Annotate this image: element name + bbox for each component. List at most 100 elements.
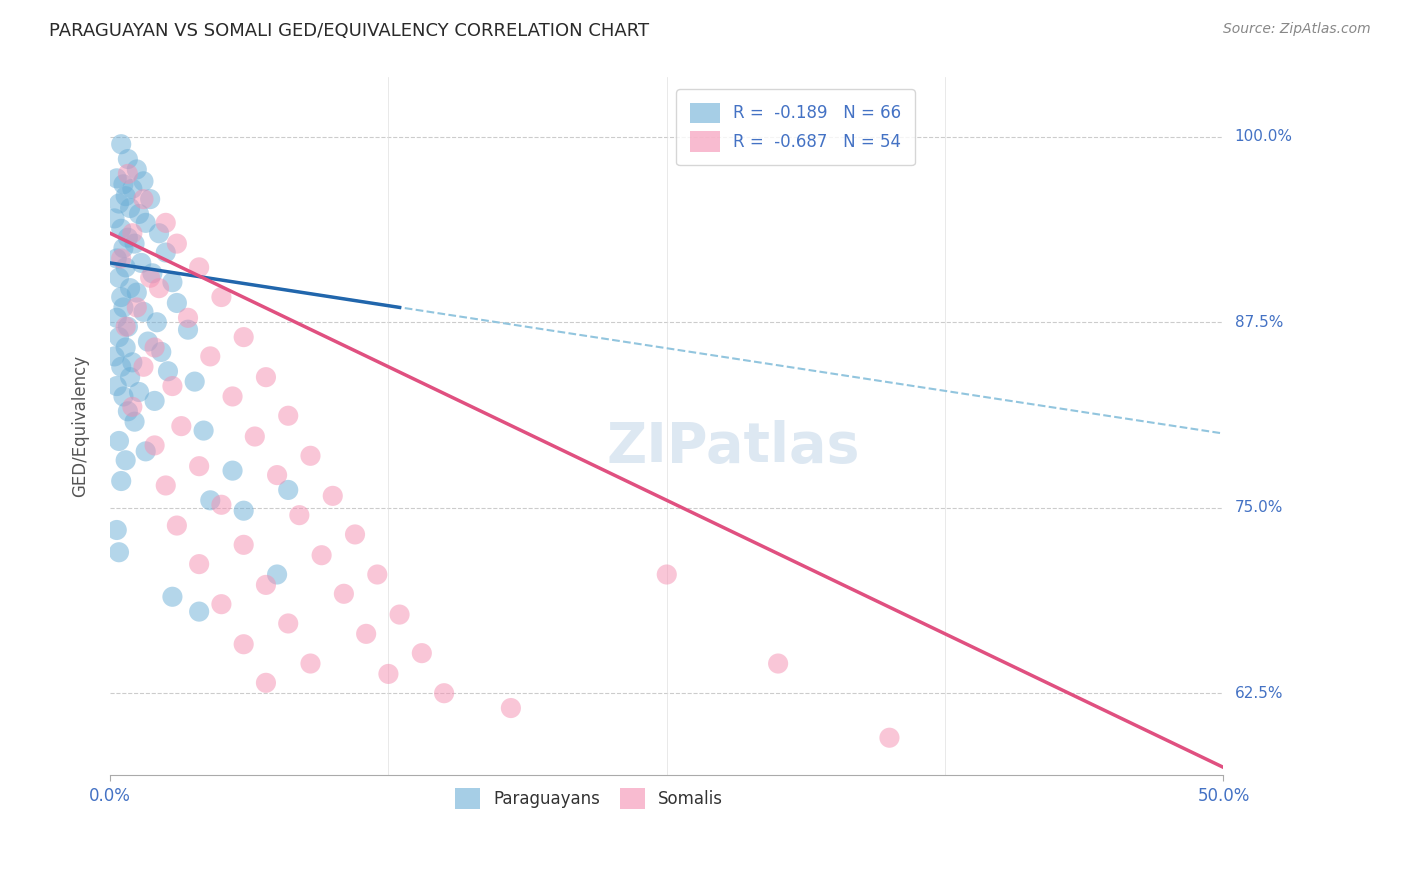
Point xyxy=(110,252,132,266)
Point xyxy=(277,616,299,631)
Point xyxy=(143,341,166,355)
Point xyxy=(120,370,142,384)
Point xyxy=(188,459,211,474)
Point xyxy=(108,330,131,344)
Point xyxy=(879,731,901,745)
Point xyxy=(125,301,148,315)
Point xyxy=(388,607,411,622)
Point xyxy=(188,605,211,619)
Point xyxy=(433,686,456,700)
Text: 100.0%: 100.0% xyxy=(1234,129,1292,145)
Point xyxy=(333,587,356,601)
Point xyxy=(266,567,288,582)
Point xyxy=(299,449,322,463)
Point xyxy=(114,453,136,467)
Point xyxy=(232,504,254,518)
Point xyxy=(162,275,184,289)
Point xyxy=(143,438,166,452)
Point xyxy=(121,226,143,240)
Point xyxy=(162,590,184,604)
Point xyxy=(108,545,131,559)
Point xyxy=(209,597,232,611)
Text: 62.5%: 62.5% xyxy=(1234,686,1284,701)
Y-axis label: GED/Equivalency: GED/Equivalency xyxy=(72,355,89,497)
Point xyxy=(288,508,311,523)
Point xyxy=(105,523,128,537)
Point xyxy=(125,162,148,177)
Point xyxy=(209,290,232,304)
Point xyxy=(655,567,678,582)
Point xyxy=(146,315,169,329)
Point xyxy=(105,171,128,186)
Point xyxy=(117,230,139,244)
Point xyxy=(110,290,132,304)
Point xyxy=(499,701,522,715)
Point xyxy=(266,468,288,483)
Point xyxy=(299,657,322,671)
Text: 87.5%: 87.5% xyxy=(1234,315,1282,330)
Point xyxy=(117,152,139,166)
Point xyxy=(117,319,139,334)
Point xyxy=(120,281,142,295)
Point xyxy=(139,192,162,206)
Point xyxy=(114,341,136,355)
Point xyxy=(366,567,388,582)
Point xyxy=(114,319,136,334)
Point xyxy=(148,281,170,295)
Point xyxy=(110,221,132,235)
Text: ZIPatlas: ZIPatlas xyxy=(607,420,860,474)
Point xyxy=(377,667,399,681)
Point xyxy=(277,483,299,497)
Point xyxy=(121,182,143,196)
Point xyxy=(135,216,157,230)
Point xyxy=(117,167,139,181)
Point xyxy=(277,409,299,423)
Point xyxy=(103,211,125,226)
Text: Source: ZipAtlas.com: Source: ZipAtlas.com xyxy=(1223,22,1371,37)
Point xyxy=(132,359,155,374)
Point xyxy=(125,285,148,300)
Point xyxy=(183,375,205,389)
Point xyxy=(170,419,193,434)
Text: 75.0%: 75.0% xyxy=(1234,500,1282,516)
Point xyxy=(128,207,150,221)
Point xyxy=(124,415,146,429)
Point xyxy=(200,493,222,508)
Point xyxy=(112,241,135,255)
Point xyxy=(766,657,789,671)
Point xyxy=(114,260,136,275)
Point xyxy=(177,310,200,325)
Point xyxy=(411,646,433,660)
Point xyxy=(103,350,125,364)
Point xyxy=(117,404,139,418)
Point xyxy=(110,359,132,374)
Point xyxy=(200,350,222,364)
Point xyxy=(232,538,254,552)
Legend: Paraguayans, Somalis: Paraguayans, Somalis xyxy=(449,781,730,815)
Point xyxy=(221,389,243,403)
Point xyxy=(155,478,177,492)
Point xyxy=(132,174,155,188)
Point xyxy=(114,189,136,203)
Point xyxy=(243,429,266,443)
Point xyxy=(124,236,146,251)
Point xyxy=(193,424,215,438)
Point xyxy=(148,226,170,240)
Point xyxy=(108,434,131,448)
Point xyxy=(162,379,184,393)
Point xyxy=(166,296,188,310)
Point xyxy=(135,444,157,458)
Point xyxy=(188,260,211,275)
Point xyxy=(108,270,131,285)
Point xyxy=(108,196,131,211)
Point xyxy=(132,305,155,319)
Point xyxy=(155,245,177,260)
Point xyxy=(232,330,254,344)
Point xyxy=(221,464,243,478)
Point xyxy=(188,557,211,571)
Point xyxy=(150,345,173,359)
Point xyxy=(128,384,150,399)
Point xyxy=(322,489,344,503)
Point xyxy=(139,270,162,285)
Point xyxy=(120,201,142,215)
